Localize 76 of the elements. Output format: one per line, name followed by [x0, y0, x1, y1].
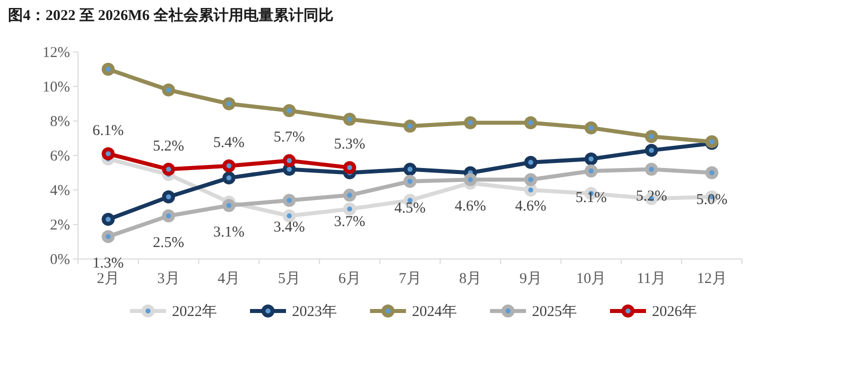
text: 4.6%	[454, 198, 486, 215]
point	[464, 116, 477, 130]
point	[222, 159, 236, 172]
x-tick-label: 2月	[96, 271, 120, 287]
x-tick-label: 11月	[636, 271, 666, 287]
point	[343, 202, 356, 216]
text: 5.1%	[575, 190, 607, 206]
y-tick-label: 0%	[50, 252, 70, 268]
point	[644, 144, 658, 157]
text: 4.5%	[394, 200, 426, 216]
x-tick-label: 12月	[696, 271, 727, 287]
y-tick-label: 10%	[42, 80, 70, 96]
text: 5.0%	[696, 192, 728, 208]
point	[102, 62, 115, 76]
y-tick-label: 12%	[42, 45, 70, 61]
text: 5.3%	[334, 136, 366, 153]
point	[524, 156, 538, 169]
point	[162, 83, 176, 96]
point	[162, 162, 176, 176]
x-tick-label: 3月	[157, 271, 180, 287]
text: 5.7%	[274, 130, 305, 146]
legend-label: 2026年	[652, 303, 697, 320]
point	[282, 194, 296, 207]
y-tick-label: 8%	[50, 114, 70, 130]
point	[584, 164, 598, 178]
point	[524, 173, 538, 186]
point	[102, 230, 115, 244]
point	[282, 209, 296, 222]
point	[162, 209, 176, 222]
text: 3.1%	[213, 224, 245, 241]
text: 3.4%	[274, 219, 305, 236]
x-tick-label: 8月	[459, 271, 482, 287]
x-tick-label: 6月	[338, 271, 361, 287]
x-tick-label: 9月	[519, 271, 542, 287]
text: 4.6%	[515, 198, 546, 215]
text: 1.3%	[92, 256, 124, 272]
point	[464, 173, 477, 186]
text: 5.4%	[213, 134, 245, 151]
point	[644, 162, 658, 176]
text: 6.1%	[92, 122, 124, 139]
point	[404, 162, 416, 176]
legend-label: 2025年	[532, 303, 577, 320]
legend-label: 2024年	[412, 303, 457, 320]
text: 2.5%	[152, 234, 184, 251]
y-tick-label: 4%	[50, 183, 70, 199]
point	[343, 112, 356, 126]
chart-title: 图4：2022 至 2026M6 全社会累计用电量累计同比	[8, 7, 334, 24]
point	[343, 161, 356, 174]
point	[222, 97, 236, 110]
point	[644, 130, 658, 144]
x-tick-label: 10月	[576, 271, 606, 287]
point	[584, 121, 598, 134]
point	[282, 104, 296, 118]
point	[584, 152, 598, 166]
x-tick-label: 5月	[278, 271, 301, 287]
point	[282, 154, 296, 168]
x-tick-label: 4月	[218, 271, 240, 287]
text: 5.2%	[636, 188, 668, 204]
x-tick-label: 7月	[398, 271, 422, 287]
point	[524, 116, 538, 130]
text: 3.7%	[334, 214, 366, 230]
point	[102, 147, 115, 160]
text: 5.2%	[152, 138, 184, 154]
legend-label: 2023年	[292, 303, 337, 320]
legend-label: 2022年	[172, 303, 217, 320]
point	[222, 171, 236, 184]
y-tick-label: 2%	[50, 218, 70, 234]
point	[162, 190, 176, 204]
point	[705, 166, 718, 180]
point	[222, 199, 236, 212]
point	[404, 174, 416, 188]
point	[102, 212, 115, 226]
y-tick-label: 6%	[50, 148, 70, 164]
point	[404, 120, 416, 133]
point	[343, 188, 356, 202]
point	[524, 184, 538, 196]
